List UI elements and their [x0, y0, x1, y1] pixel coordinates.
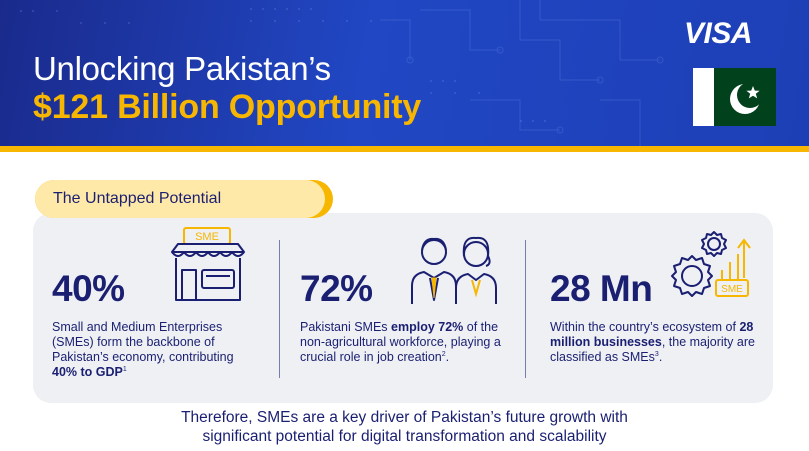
- footnote-marker: 1: [122, 365, 127, 373]
- desc-text: .: [658, 350, 663, 364]
- stats-panel: [33, 213, 773, 403]
- desc-text: , the majority are classified as SMEs: [550, 335, 755, 364]
- desc-highlight: 40% to GDP: [52, 365, 123, 379]
- circuit-pattern: [20, 0, 664, 146]
- sme-label: SME: [721, 284, 743, 295]
- conclusion-line-1: Therefore, SMEs are a key driver of Paki…: [181, 409, 628, 426]
- gears-growth-icon: SME: [671, 231, 751, 297]
- conclusion-text: Therefore, SMEs are a key driver of Paki…: [0, 408, 809, 446]
- stat-value-gdp: 40%: [52, 268, 125, 309]
- stat-value-employment: 72%: [300, 268, 373, 309]
- sme-storefront-icon: SME: [171, 227, 245, 301]
- header-banner: Unlocking Pakistan’s $121 Billion Opport…: [0, 0, 809, 146]
- column-divider: [525, 240, 526, 378]
- stat-value-businesses: 28 Mn: [550, 268, 653, 309]
- desc-text: .: [445, 350, 450, 364]
- desc-text: of the non-agricultural workforce, playi…: [300, 320, 501, 364]
- footnote-marker: 3: [654, 350, 659, 358]
- title-line-2: $121 Billion Opportunity: [33, 88, 422, 126]
- footnote-marker: 2: [441, 350, 446, 358]
- title-line-1: Unlocking Pakistan’s: [33, 50, 331, 87]
- header-accent-bar: [0, 146, 809, 152]
- desc-highlight: 28 million businesses: [550, 320, 754, 349]
- visa-logo: VISA: [684, 17, 753, 50]
- column-divider: [279, 240, 280, 378]
- desc-text: Pakistani SMEs: [300, 320, 392, 334]
- stat-description-gdp: Small and Medium Enterprises (SMEs) form…: [52, 320, 262, 380]
- workers-icon: [411, 236, 497, 304]
- pakistan-flag-icon: [693, 68, 776, 126]
- desc-text: Within the country’s ecosystem of: [550, 320, 740, 334]
- stat-description-businesses: Within the country’s ecosystem of 28 mil…: [550, 320, 762, 365]
- desc-highlight: employ 72%: [391, 320, 464, 334]
- section-label: The Untapped Potential: [35, 180, 325, 218]
- sme-label: SME: [195, 231, 219, 243]
- desc-text: Small and Medium Enterprises (SMEs) form…: [52, 320, 234, 364]
- section-pill: The Untapped Potential: [35, 180, 333, 218]
- stat-description-employment: Pakistani SMEs employ 72% of the non-agr…: [300, 320, 512, 365]
- conclusion-line-2: significant potential for digital transf…: [202, 428, 607, 445]
